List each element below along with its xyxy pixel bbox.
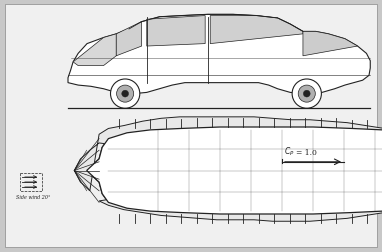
- Circle shape: [298, 86, 315, 103]
- Text: $C_P$: $C_P$: [284, 145, 295, 158]
- Circle shape: [122, 91, 129, 98]
- Polygon shape: [147, 16, 205, 47]
- Polygon shape: [73, 35, 116, 66]
- Bar: [20, 173, 42, 191]
- Polygon shape: [303, 32, 358, 57]
- Circle shape: [292, 80, 321, 109]
- FancyBboxPatch shape: [5, 5, 377, 247]
- Text: Side wind 20°: Side wind 20°: [16, 194, 50, 199]
- Circle shape: [110, 80, 140, 109]
- Polygon shape: [116, 22, 142, 57]
- Polygon shape: [68, 15, 370, 94]
- Circle shape: [117, 86, 134, 103]
- Text: = 1.0: = 1.0: [296, 148, 317, 156]
- Polygon shape: [87, 128, 382, 214]
- Polygon shape: [74, 117, 382, 221]
- Circle shape: [303, 91, 310, 98]
- Polygon shape: [87, 128, 382, 214]
- Polygon shape: [210, 16, 303, 44]
